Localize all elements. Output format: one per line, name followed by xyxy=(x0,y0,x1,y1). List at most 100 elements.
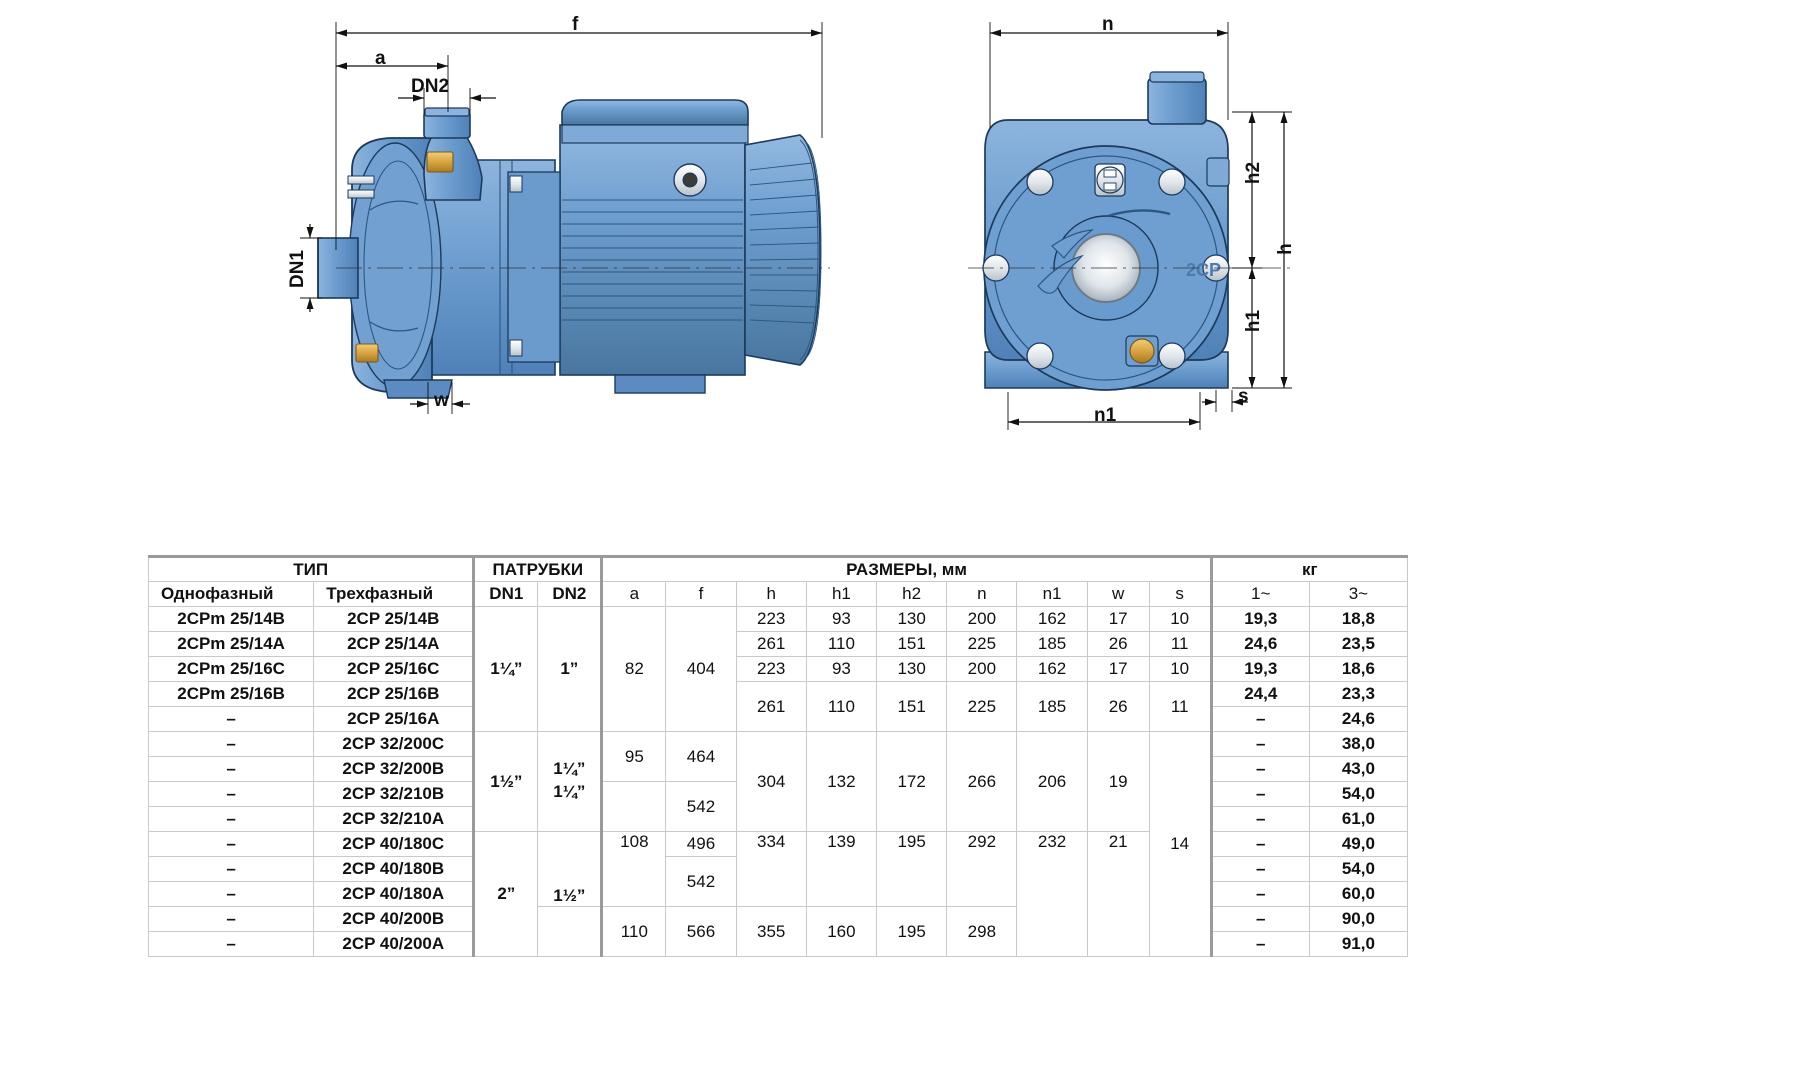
cell-kg-1ph: – xyxy=(1209,906,1310,932)
cell-kg-1ph: – xyxy=(1209,831,1310,857)
table-group-header-row: ТИП ПАТРУБКИ РАЗМЕРЫ, мм кг xyxy=(147,556,1409,582)
cell-single-phase: – xyxy=(147,831,315,857)
table-row: – 2CP 32/210B 1¼” 542 – 54,0 xyxy=(147,781,1409,832)
table-row: 2CPm 25/16B 2CP 25/16B 261 110 151 225 1… xyxy=(147,681,1409,732)
cell-dn1: 1½” xyxy=(472,731,539,832)
cell-dn1: 1¼” xyxy=(472,606,539,732)
cell-three-phase: 2CP 40/200A xyxy=(313,931,475,957)
dim-h-label: h xyxy=(1275,243,1296,255)
cell-w: 17 xyxy=(1086,606,1150,632)
cell-s: 11 xyxy=(1148,631,1212,657)
cell-n: 200 xyxy=(946,606,1018,632)
col-header-dn2: DN2 xyxy=(537,581,603,607)
cell-h2: 172 xyxy=(876,731,948,832)
cell-single-phase: 2CPm 25/16C xyxy=(147,656,315,682)
cell-dn2 xyxy=(537,906,603,957)
dimension-lines-front xyxy=(989,22,1292,430)
dim-n1-label: n1 xyxy=(1094,405,1117,426)
cell-kg-3ph: 18,8 xyxy=(1308,606,1409,632)
cell-three-phase: 2CP 40/180B xyxy=(313,856,475,882)
cell-s: 10 xyxy=(1148,656,1212,682)
cell-single-phase: – xyxy=(147,781,315,807)
table-row: – 2CP 40/200B 110 566 355 160 195 298 – … xyxy=(147,906,1409,957)
cell-h1: 93 xyxy=(805,606,878,632)
cell-three-phase: 2CP 40/200B xyxy=(313,906,475,932)
cell-h1: 110 xyxy=(805,681,878,732)
cell-dn1: 2” xyxy=(472,831,539,957)
cell-a xyxy=(600,781,667,832)
cell-h1: 160 xyxy=(805,906,878,957)
col-header-dn1: DN1 xyxy=(472,581,539,607)
table-row: 2CPm 25/14A 2CP 25/14A 261 110 151 225 1… xyxy=(147,631,1409,657)
cell-n1: 162 xyxy=(1016,606,1088,632)
cell-h: 261 xyxy=(735,681,807,732)
cell-kg-3ph: 43,0 xyxy=(1308,756,1409,782)
dim-dn2-label: DN2 xyxy=(411,76,450,97)
cell-h2: 151 xyxy=(876,631,948,657)
table-row: – 2CP 40/180C 2” 1½” 108 496 334 139 195… xyxy=(147,831,1409,957)
cell-three-phase: 2CP 25/16A xyxy=(313,706,475,732)
cell-h: 223 xyxy=(735,656,807,682)
cell-three-phase: 2CP 32/200B xyxy=(313,756,475,782)
col-header-h: h xyxy=(735,581,807,607)
cell-kg-3ph: 90,0 xyxy=(1308,906,1409,932)
cell-f: 464 xyxy=(665,731,737,782)
cell-kg-3ph: 54,0 xyxy=(1308,856,1409,882)
dim-f-label: f xyxy=(572,14,579,35)
cell-h: 334 xyxy=(735,831,807,907)
cell-kg-1ph: – xyxy=(1209,806,1310,832)
cell-single-phase: – xyxy=(147,756,315,782)
cell-n: 298 xyxy=(946,906,1018,957)
dim-h1-label: h1 xyxy=(1243,309,1264,333)
table-row: – 2CP 32/210A – 61,0 xyxy=(147,806,1409,832)
table-row: 2CPm 25/14B 2CP 25/14B 1¼” 1” 82 404 223… xyxy=(147,606,1409,732)
col-header-w: w xyxy=(1086,581,1150,607)
cell-three-phase: 2CP 32/210B xyxy=(313,781,475,807)
cell-kg-3ph: 91,0 xyxy=(1308,931,1409,957)
cell-single-phase: – xyxy=(147,806,315,832)
cell-three-phase: 2CP 40/180A xyxy=(313,881,475,907)
col-header-three-phase: Трехфазный xyxy=(313,581,475,607)
cell-a: 110 xyxy=(600,906,667,957)
table-row: 2CPm 25/16C 2CP 25/16C 223 93 130 200 16… xyxy=(147,656,1409,682)
cell-kg-3ph: 38,0 xyxy=(1308,731,1409,757)
cell-dn2: 1½” xyxy=(537,831,603,907)
table-row: – 2CP 32/200B – 43,0 xyxy=(147,756,1409,782)
cell-kg-1ph: – xyxy=(1209,856,1310,882)
cell-s: 11 xyxy=(1148,681,1212,732)
cell-f: 542 xyxy=(665,856,737,907)
dim-n-label: n xyxy=(1102,14,1114,35)
col-header-n1: n1 xyxy=(1016,581,1088,607)
cell-f: 496 xyxy=(665,831,737,857)
cell-kg-1ph: 24,4 xyxy=(1209,681,1310,707)
cell-three-phase: 2CP 25/16C xyxy=(313,656,475,682)
cell-w: 17 xyxy=(1086,656,1150,682)
cell-h1: 132 xyxy=(805,731,878,832)
cell-n: 292 xyxy=(946,831,1018,907)
cell-single-phase: 2CPm 25/14A xyxy=(147,631,315,657)
cell-h2: 151 xyxy=(876,681,948,732)
cell-three-phase: 2CP 25/14B xyxy=(313,606,475,632)
cell-dn2: 1¼” xyxy=(537,731,603,782)
col-header-kg-1ph: 1~ xyxy=(1209,581,1310,607)
cell-h: 223 xyxy=(735,606,807,632)
cell-n1: 162 xyxy=(1016,656,1088,682)
cell-n1: 185 xyxy=(1016,631,1088,657)
cell-a: 95 xyxy=(600,731,667,782)
group-header-dimensions: РАЗМЕРЫ, мм xyxy=(600,556,1212,582)
cell-kg-3ph: 49,0 xyxy=(1308,831,1409,857)
cell-n: 266 xyxy=(946,731,1018,832)
pump-technical-drawing: 2CP xyxy=(0,0,1812,470)
table-row: – 2CP 25/16A – 24,6 xyxy=(147,706,1409,732)
table-column-header-row: Однофазный Трехфазный DN1 DN2 a f h h1 h… xyxy=(147,581,1409,607)
cell-w: 26 xyxy=(1086,631,1150,657)
cell-a: 82 xyxy=(600,606,667,732)
cell-single-phase: – xyxy=(147,906,315,932)
cell-h: 355 xyxy=(735,906,807,957)
cell-h: 304 xyxy=(735,731,807,832)
dim-h2-label: h2 xyxy=(1243,161,1264,185)
cell-kg-3ph: 61,0 xyxy=(1308,806,1409,832)
dim-a-label: a xyxy=(375,48,386,69)
cell-single-phase: – xyxy=(147,931,315,957)
